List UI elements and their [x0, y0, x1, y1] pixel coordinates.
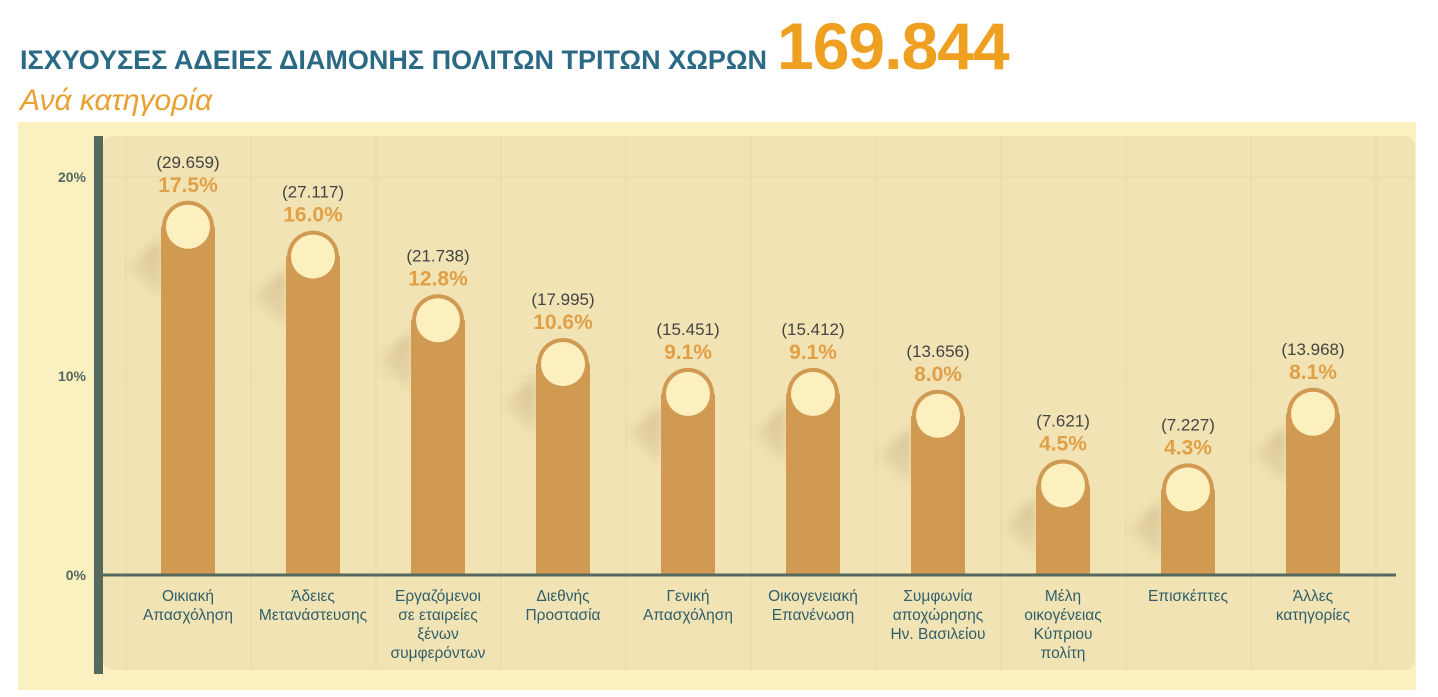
category-label-line: Επανένωση	[772, 607, 854, 624]
category-label-line: Οικογενειακή	[768, 588, 858, 605]
bar-cap-circle	[1291, 391, 1335, 436]
bar	[536, 364, 590, 575]
category-label-line: πολίτη	[1041, 645, 1086, 662]
category-label: Γενική Απασχόληση	[643, 588, 733, 624]
bar-cap-circle	[1166, 467, 1210, 512]
total-count: 169.844	[777, 9, 1010, 83]
category-label: Άδειες Μετανάστευσης	[259, 588, 367, 624]
category-label-line: Μετανάστευσης	[259, 607, 367, 624]
category-label: Συμφωνία αποχώρησης Ην. Βασιλείου	[890, 588, 985, 643]
category-label-line: Άδειες	[291, 588, 335, 605]
category-label-line: ξένων	[417, 626, 459, 643]
y-tick-label: 10%	[58, 368, 87, 384]
bar-cap-circle	[666, 371, 710, 416]
category-label: Οικιακή Απασχόληση	[143, 588, 233, 624]
category-label: Εργαζόμενοι σε εταιρείες ξένων συμφερόντων	[391, 588, 486, 662]
bar-cap-circle	[416, 298, 460, 343]
count-label: (13.968)	[1281, 340, 1344, 359]
count-label: (13.656)	[906, 342, 969, 361]
percent-label: 12.8%	[408, 267, 468, 290]
chart-title: ΙΣΧΥΟΥΣΕΣ ΑΔΕΙΕΣ ΔΙΑΜΟΝΗΣ ΠΟΛΙΤΩΝ ΤΡΙΤΩΝ…	[20, 45, 767, 75]
category-label: Επισκέπτες	[1148, 588, 1228, 605]
category-label-line: Άλλες	[1293, 588, 1333, 605]
category-label-line: Γενική	[666, 588, 709, 605]
category-label-line: Εργαζόμενοι	[395, 588, 481, 605]
bar-shadow	[503, 354, 561, 435]
category-label-line: Οικιακή	[162, 588, 214, 605]
percent-label: 4.3%	[1164, 436, 1212, 459]
bar-cap-circle	[541, 342, 585, 387]
category-label-line: Κύπριου	[1034, 626, 1093, 643]
bar-shadow	[378, 310, 436, 391]
category-label-line: Συμφωνία	[903, 588, 972, 605]
category-label: Οικογενειακή Επανένωση	[768, 588, 858, 624]
category-label-line: αποχώρησης	[893, 607, 984, 624]
bar	[786, 393, 840, 575]
bar	[161, 226, 215, 575]
bar-shadow	[253, 246, 311, 327]
bar-cap-circle	[1041, 463, 1085, 508]
y-axis-bar	[94, 136, 103, 674]
category-label-line: σε εταιρείες	[398, 607, 478, 624]
bar	[661, 393, 715, 575]
percent-label: 16.0%	[283, 204, 343, 227]
percent-label: 9.1%	[789, 341, 837, 364]
category-label-line: κατηγορίες	[1276, 607, 1350, 624]
count-label: (15.451)	[656, 320, 719, 339]
count-label: (7.621)	[1036, 411, 1090, 430]
percent-label: 8.1%	[1289, 361, 1337, 384]
title-row: ΙΣΧΥΟΥΣΕΣ ΑΔΕΙΕΣ ΔΙΑΜΟΝΗΣ ΠΟΛΙΤΩΝ ΤΡΙΤΩΝ…	[20, 8, 1010, 84]
bar-chart: 0% 10% 20% 17.5% (29.659) Οικιακή Απασχόληση 16…	[58, 136, 1415, 674]
bar	[411, 320, 465, 575]
count-label: (17.995)	[531, 290, 594, 309]
y-tick-label: 0%	[66, 567, 87, 583]
bar-cap-circle	[166, 204, 210, 249]
percent-label: 8.0%	[914, 363, 962, 386]
bar	[1286, 413, 1340, 575]
bar-cap-circle	[791, 371, 835, 416]
percent-label: 17.5%	[158, 174, 218, 197]
bar-cap-circle	[916, 393, 960, 438]
category-label-line: Διεθνής	[536, 588, 589, 605]
count-label: (21.738)	[406, 246, 469, 265]
count-label: (29.659)	[156, 153, 219, 172]
bar-shadow	[1253, 403, 1311, 484]
percent-label: 10.6%	[533, 311, 593, 334]
category-label-line: Επισκέπτες	[1148, 588, 1228, 605]
category-label: Διεθνής Προστασία	[525, 588, 600, 624]
bar-shadow	[1128, 479, 1186, 560]
category-label-line: οικογένειας	[1024, 607, 1101, 624]
percent-label: 4.5%	[1039, 432, 1087, 455]
category-label-line: συμφερόντων	[391, 645, 486, 662]
bar-shadow	[1003, 475, 1061, 556]
bar	[286, 256, 340, 575]
bar	[911, 415, 965, 575]
percent-label: 9.1%	[664, 341, 712, 364]
category-label-line: Μέλη	[1045, 588, 1081, 605]
bar-shadow	[753, 383, 811, 464]
chart-subtitle: Ανά κατηγορία	[20, 84, 213, 117]
bar-shadow	[128, 216, 186, 297]
category-label-line: Προστασία	[525, 607, 600, 624]
bar-shadow	[628, 383, 686, 464]
count-label: (7.227)	[1161, 415, 1215, 434]
category-label-line: Απασχόληση	[143, 607, 233, 624]
y-tick-label: 20%	[58, 169, 87, 185]
category-label-line: Ην. Βασιλείου	[890, 626, 985, 643]
category-label-line: Απασχόληση	[643, 607, 733, 624]
category-label: Μέλη οικογένειας Κύπριου πολίτη	[1024, 588, 1101, 662]
category-label: Άλλες κατηγορίες	[1276, 588, 1350, 624]
count-label: (27.117)	[282, 183, 344, 202]
chart-panel: 0% 10% 20% 17.5% (29.659) Οικιακή Απασχόληση 16…	[18, 122, 1416, 690]
bar-cap-circle	[291, 234, 335, 279]
count-label: (15.412)	[781, 320, 844, 339]
bar-shadow	[878, 405, 936, 486]
